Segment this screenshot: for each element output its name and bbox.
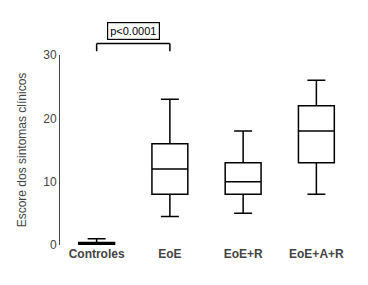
svg-text:Controles: Controles — [69, 247, 125, 261]
svg-text:EoE: EoE — [158, 247, 181, 261]
svg-text:10: 10 — [43, 175, 57, 189]
svg-text:0: 0 — [50, 238, 57, 252]
svg-text:p<0.0001: p<0.0001 — [110, 25, 156, 37]
svg-text:Escore dos sintomas clínicos: Escore dos sintomas clínicos — [15, 73, 29, 228]
svg-text:EoE+A+R: EoE+A+R — [289, 247, 344, 261]
svg-text:EoE+R: EoE+R — [224, 247, 263, 261]
svg-text:20: 20 — [43, 112, 57, 126]
svg-text:30: 30 — [43, 48, 57, 62]
